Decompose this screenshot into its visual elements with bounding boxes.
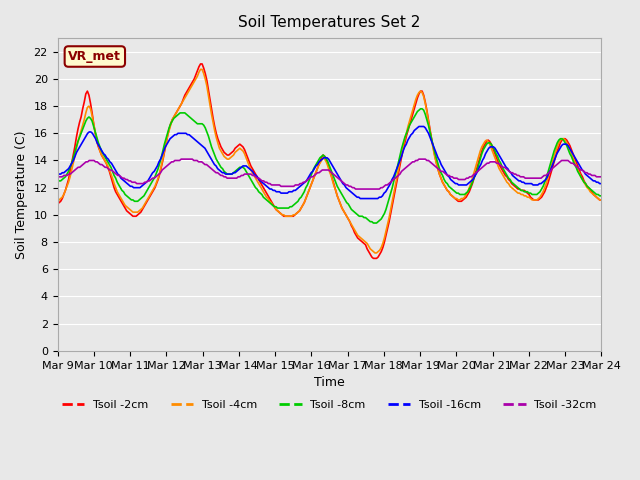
Tsoil -8cm [456, 192, 463, 197]
Tsoil -4cm [597, 197, 605, 203]
Tsoil -8cm [280, 205, 287, 211]
Tsoil -2cm [338, 205, 346, 211]
Tsoil -8cm [540, 183, 547, 189]
Title: Soil Temperatures Set 2: Soil Temperatures Set 2 [238, 15, 420, 30]
Tsoil -2cm [54, 201, 61, 207]
Tsoil -8cm [417, 106, 424, 112]
Text: VR_met: VR_met [68, 50, 121, 63]
Tsoil -8cm [208, 144, 216, 150]
Tsoil -4cm [282, 213, 289, 219]
Tsoil -32cm [291, 182, 299, 188]
Tsoil -32cm [597, 174, 605, 180]
Tsoil -16cm [597, 180, 605, 186]
Tsoil -2cm [540, 192, 547, 197]
Tsoil -8cm [597, 193, 605, 199]
Tsoil -32cm [352, 186, 360, 192]
Tsoil -32cm [177, 156, 185, 162]
Line: Tsoil -16cm: Tsoil -16cm [58, 127, 601, 199]
Line: Tsoil -8cm: Tsoil -8cm [58, 109, 601, 223]
Tsoil -32cm [138, 180, 145, 186]
Tsoil -16cm [54, 171, 61, 177]
Tsoil -4cm [338, 205, 346, 211]
Tsoil -4cm [456, 197, 463, 203]
Tsoil -8cm [337, 189, 344, 194]
Tsoil -32cm [483, 160, 491, 166]
Tsoil -16cm [415, 124, 423, 130]
Tsoil -16cm [361, 196, 369, 202]
Tsoil -4cm [196, 67, 204, 72]
Line: Tsoil -2cm: Tsoil -2cm [58, 64, 601, 258]
Tsoil -16cm [138, 183, 145, 189]
Tsoil -2cm [436, 171, 444, 177]
Tsoil -2cm [282, 213, 289, 219]
Tsoil -2cm [196, 61, 204, 67]
Tsoil -8cm [369, 220, 377, 226]
Legend: Tsoil -2cm, Tsoil -4cm, Tsoil -8cm, Tsoil -16cm, Tsoil -32cm: Tsoil -2cm, Tsoil -4cm, Tsoil -8cm, Tsoi… [58, 395, 601, 414]
Tsoil -4cm [540, 189, 547, 194]
Y-axis label: Soil Temperature (C): Soil Temperature (C) [15, 130, 28, 259]
X-axis label: Time: Time [314, 376, 345, 389]
Tsoil -16cm [356, 196, 364, 202]
Tsoil -2cm [597, 197, 605, 203]
Tsoil -2cm [209, 116, 217, 121]
Tsoil -32cm [369, 186, 377, 192]
Tsoil -16cm [290, 188, 298, 193]
Tsoil -2cm [369, 255, 377, 261]
Tsoil -2cm [456, 198, 463, 204]
Tsoil -4cm [371, 250, 379, 256]
Tsoil -32cm [363, 186, 371, 192]
Tsoil -8cm [436, 166, 444, 171]
Tsoil -4cm [209, 120, 217, 125]
Tsoil -4cm [436, 171, 444, 177]
Tsoil -16cm [483, 148, 491, 154]
Tsoil -32cm [550, 165, 557, 170]
Line: Tsoil -32cm: Tsoil -32cm [58, 159, 601, 189]
Tsoil -16cm [550, 159, 557, 165]
Tsoil -16cm [367, 196, 375, 202]
Tsoil -32cm [54, 174, 61, 180]
Tsoil -4cm [54, 198, 61, 204]
Line: Tsoil -4cm: Tsoil -4cm [58, 70, 601, 253]
Tsoil -8cm [54, 178, 61, 184]
